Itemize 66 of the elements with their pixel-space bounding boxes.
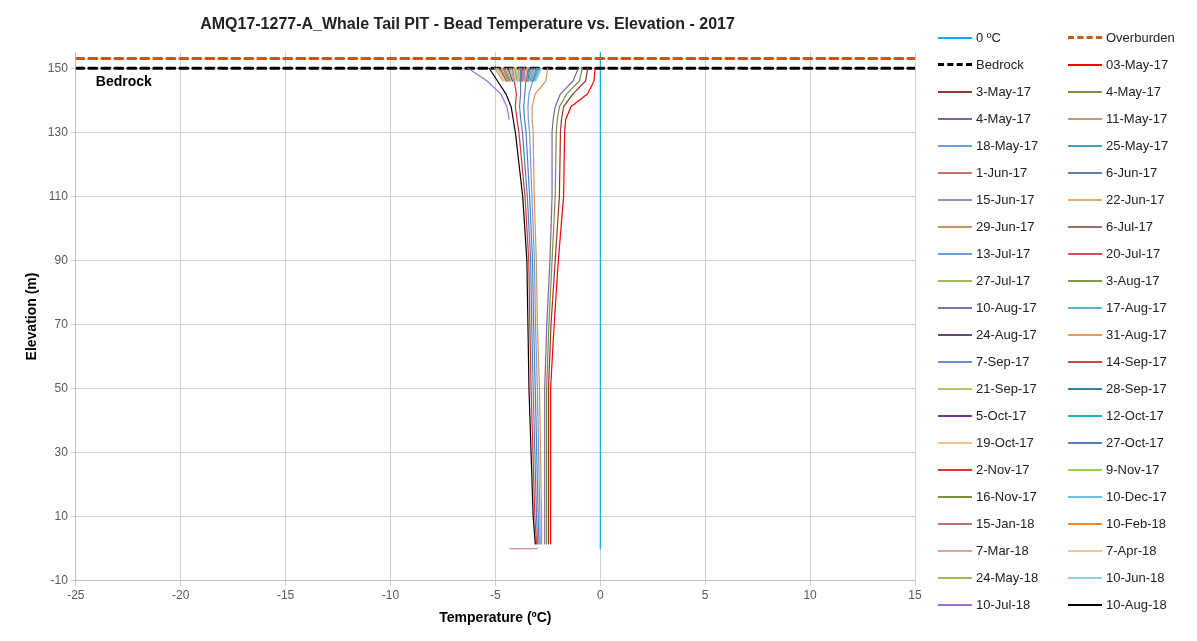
legend-label: 1-Jun-17 (976, 165, 1028, 180)
x-axis-title: Temperature (ºC) (439, 609, 552, 626)
legend-label: 2-Nov-17 (976, 462, 1030, 477)
legend-label: 25-May-17 (1106, 138, 1169, 153)
legend-label: 03-May-17 (1106, 57, 1169, 72)
legend-label: 24-Aug-17 (976, 327, 1037, 342)
legend-label: 10-Aug-17 (976, 300, 1037, 315)
y-tick-label: 10 (54, 509, 69, 524)
legend-label: 10-Jul-18 (976, 597, 1031, 612)
x-tick-label: -25 (67, 588, 85, 603)
legend-label: 9-Nov-17 (1106, 462, 1160, 477)
legend-label: 16-Nov-17 (976, 489, 1037, 504)
x-tick-label: 0 (596, 588, 604, 603)
x-tick-label: -15 (276, 588, 295, 603)
legend-label: 11-May-17 (1106, 111, 1168, 126)
x-tick-label: -5 (490, 588, 502, 603)
legend-label: 5-Oct-17 (976, 408, 1027, 423)
y-tick-label: 30 (54, 444, 69, 459)
chart-title: AMQ17-1277-A_Whale Tail PIT - Bead Temperature vs. Elevation - 2017 (200, 15, 735, 33)
legend-label: 10-Dec-17 (1106, 489, 1167, 504)
legend-label: Bedrock (976, 57, 1024, 72)
legend-label: 0 ºC (976, 30, 1001, 45)
legend-label: 20-Jul-17 (1106, 246, 1161, 261)
legend-label: 3-May-17 (976, 84, 1031, 99)
annotation: Bedrock (95, 73, 153, 90)
legend-label: 10-Aug-18 (1106, 597, 1167, 612)
legend-label: 24-May-18 (976, 570, 1039, 585)
x-tick-label: -10 (381, 588, 400, 603)
legend-label: 7-Sep-17 (976, 354, 1030, 369)
legend-label: 7-Mar-18 (976, 543, 1029, 558)
y-tick-label: 150 (47, 60, 69, 75)
x-tick-label: 5 (701, 588, 709, 603)
legend-label: 17-Aug-17 (1106, 300, 1167, 315)
legend-label: Overburden (1106, 30, 1175, 45)
legend-label: 15-Jan-18 (976, 516, 1035, 531)
y-tick-label: -10 (50, 573, 69, 588)
legend-label: 28-Sep-17 (1106, 381, 1167, 396)
legend-label: 27-Jul-17 (976, 273, 1031, 288)
y-tick-label: 90 (54, 252, 69, 267)
legend-label: 10-Feb-18 (1106, 516, 1166, 531)
x-tick-label: 10 (803, 588, 818, 603)
legend-label: 21-Sep-17 (976, 381, 1037, 396)
legend-label: 27-Oct-17 (1106, 435, 1164, 450)
y-tick-label: 50 (54, 380, 69, 395)
legend-label: 12-Oct-17 (1106, 408, 1164, 423)
legend-label: 29-Jun-17 (976, 219, 1035, 234)
legend-label: 19-Oct-17 (976, 435, 1034, 450)
x-tick-label: 15 (908, 588, 922, 603)
legend-label: 15-Jun-17 (976, 192, 1035, 207)
legend-label: 6-Jun-17 (1106, 165, 1158, 180)
legend-label: 22-Jun-17 (1106, 192, 1165, 207)
y-tick-label: 70 (54, 316, 69, 331)
legend-label: 18-May-17 (976, 138, 1039, 153)
legend-label: 3-Aug-17 (1106, 273, 1160, 288)
y-tick-label: 130 (47, 124, 69, 139)
legend-label: 14-Sep-17 (1106, 354, 1167, 369)
y-axis-title: Elevation (m) (23, 272, 40, 361)
legend-label: 10-Jun-18 (1106, 570, 1165, 585)
legend-label: 6-Jul-17 (1106, 219, 1153, 234)
y-tick-label: 110 (48, 188, 69, 203)
x-tick-label: -20 (172, 588, 190, 603)
legend-label: 7-Apr-18 (1106, 543, 1157, 558)
legend-label: 4-May-17 (976, 111, 1031, 126)
legend-label: 4-May-17 (1106, 84, 1161, 99)
legend-label: 13-Jul-17 (976, 246, 1031, 261)
legend-label: 31-Aug-17 (1106, 327, 1167, 342)
